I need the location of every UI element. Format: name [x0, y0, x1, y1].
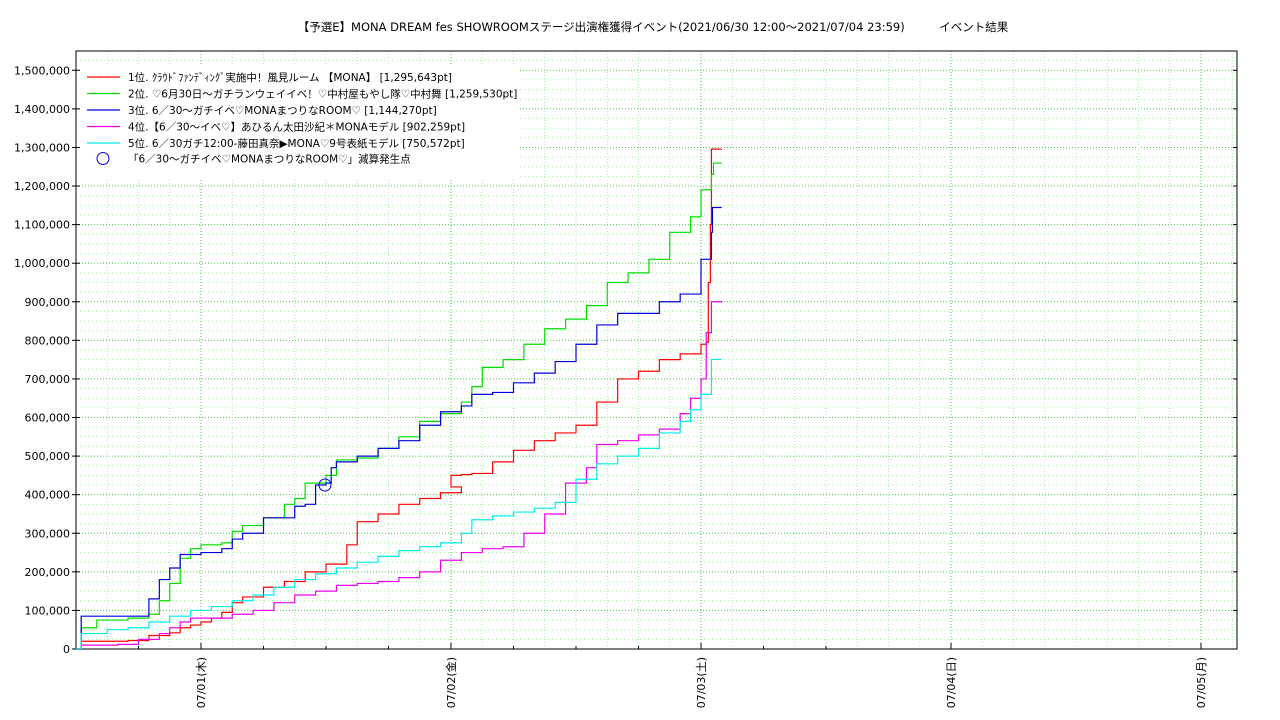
series-line-3: [76, 206, 722, 650]
y-tick-label: 1,200,000: [14, 180, 70, 193]
y-tick-label: 0: [63, 643, 70, 656]
chart-title: 【予選E】MONA DREAM fes SHOWROOMステージ出演権獲得イベン…: [297, 20, 1009, 34]
legend-label: 2位. ♡6月30日〜ガチランウェイイベ！♡中村屋もやし隊♡中村舞 [1,259…: [128, 88, 517, 101]
y-tick-label: 900,000: [25, 296, 71, 309]
y-tick-label: 100,000: [25, 604, 71, 617]
marker-layer: [318, 478, 332, 492]
x-tick-label: 07/05(月): [1195, 657, 1208, 708]
legend-background: [80, 66, 520, 178]
x-tick-label: 07/03(土): [695, 657, 708, 708]
y-tick-label: 1,400,000: [14, 103, 70, 116]
series-line-2: [76, 162, 722, 650]
plot-frame: [75, 50, 1238, 650]
series-line-4: [76, 300, 723, 650]
y-tick-label: 600,000: [25, 412, 71, 425]
y-tick-label: 1,000,000: [14, 257, 70, 270]
series-line-1: [76, 148, 722, 650]
legend-label: 4位.【6／30〜イベ♡】あひるん太田沙紀＊MONAモデル [902,259pt…: [128, 121, 465, 134]
x-tick-label: 07/02(金): [444, 657, 458, 708]
legend: 1位. ｸﾗｳﾄﾞﾌｧﾝﾃﾞｨﾝｸﾞ実施中！風見ルーム 【MONA】 [1,29…: [80, 66, 520, 178]
y-tick-label: 200,000: [25, 566, 71, 579]
series-line-5: [76, 358, 722, 650]
y-tick-label: 1,500,000: [14, 64, 70, 77]
legend-label: 3位. 6／30～ガチイベ♡MONAまつりなROOM♡ [1,144,270pt…: [128, 104, 437, 117]
x-tick-label: 07/04(日): [945, 657, 958, 708]
y-tick-label: 500,000: [25, 450, 71, 463]
y-tick-label: 300,000: [25, 527, 71, 540]
series-layer: [76, 148, 723, 650]
y-tick-label: 1,300,000: [14, 141, 70, 154]
legend-label: 5位. 6／30ガチ12:00-藤田真奈▶MONA♡9号表紙モデル [750,5…: [128, 137, 465, 150]
legend-marker-label: 「6／30～ガチイベ♡MONAまつりなROOM♡」減算発生点: [128, 153, 411, 166]
y-tick-label: 700,000: [25, 373, 71, 386]
y-tick-label: 400,000: [25, 489, 71, 502]
grid-layer: [75, 50, 1237, 650]
legend-label: 1位. ｸﾗｳﾄﾞﾌｧﾝﾃﾞｨﾝｸﾞ実施中！風見ルーム 【MONA】 [1,29…: [128, 71, 452, 84]
legend-marker-swatch: [96, 152, 110, 165]
y-tick-label: 800,000: [25, 334, 71, 347]
axis-layer: 0 100,000 200,000 300,000 400,000 500,000 600,…: [14, 64, 1237, 708]
reduction-marker: [318, 478, 332, 492]
x-tick-label: 07/01(木): [195, 657, 208, 708]
y-tick-label: 1,100,000: [14, 219, 70, 232]
